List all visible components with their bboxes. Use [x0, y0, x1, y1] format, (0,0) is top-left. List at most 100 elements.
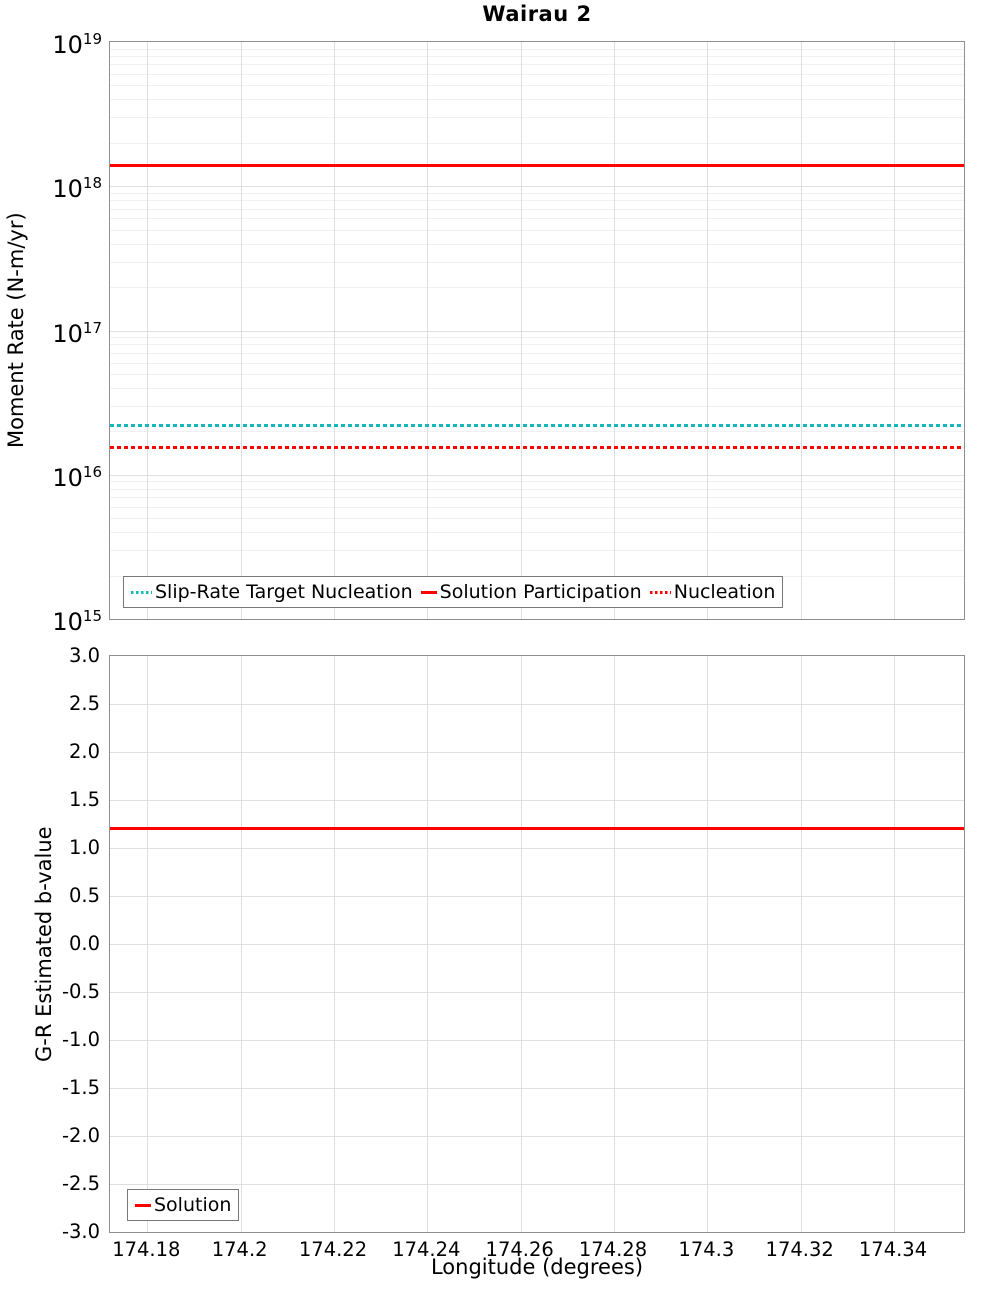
minor-gridline: [110, 64, 964, 66]
major-gridline: [110, 1184, 964, 1185]
major-gridline: [110, 474, 964, 476]
major-gridline: [240, 42, 242, 619]
legend-line-sample-dotted: [649, 590, 671, 594]
x-tick-label: 174.26: [485, 1238, 554, 1261]
legend-item: Solution Participation: [420, 580, 642, 604]
y-tick-label: 1.0: [68, 836, 100, 859]
major-gridline: [240, 656, 242, 1232]
moment-rate-plot: Slip-Rate Target Nucleation Solution Part…: [109, 41, 965, 620]
minor-gridline: [110, 99, 964, 101]
x-tick-label: 174.22: [298, 1238, 368, 1261]
minor-gridline: [110, 373, 964, 375]
minor-gridline: [110, 208, 964, 210]
major-gridline: [894, 42, 895, 619]
chart-title: Wairau 2: [482, 2, 592, 26]
major-gridline: [707, 42, 709, 619]
series-line-0: [110, 827, 964, 831]
y-tick-label: 1.5: [68, 788, 100, 811]
x-tick-label: 174.2: [211, 1238, 268, 1261]
major-gridline: [147, 42, 149, 619]
minor-gridline: [110, 352, 964, 354]
minor-gridline: [110, 344, 964, 346]
legend-label: Solution Participation: [439, 581, 642, 603]
major-gridline: [110, 1088, 964, 1089]
minor-gridline: [110, 261, 964, 263]
major-gridline: [110, 186, 964, 188]
y-tick-label: 3.0: [68, 644, 100, 667]
x-tick-label: 174.18: [112, 1238, 181, 1261]
y-tick-label: -0.5: [61, 980, 100, 1003]
minor-gridline: [110, 405, 964, 407]
legend-item: Nucleation: [649, 580, 776, 604]
legend-line-sample-solid: [135, 1203, 151, 1207]
major-gridline: [894, 656, 895, 1232]
y-tick-label: 1015: [52, 607, 102, 636]
y-tick-label: -3.0: [61, 1220, 100, 1243]
legend-line-sample-solid: [420, 590, 437, 594]
minor-gridline: [110, 550, 964, 552]
series-line-2: [110, 445, 964, 449]
minor-gridline: [110, 287, 964, 289]
major-gridline: [427, 656, 429, 1232]
major-gridline: [110, 848, 964, 849]
y-tick-label: 0.5: [68, 884, 100, 907]
major-gridline: [110, 800, 964, 801]
series-line-1: [110, 163, 964, 167]
minor-gridline: [110, 243, 964, 245]
major-gridline: [110, 896, 964, 897]
legend-label: Slip-Rate Target Nucleation: [155, 581, 413, 603]
minor-gridline: [110, 192, 964, 194]
x-tick-label: 174.24: [392, 1238, 461, 1261]
minor-gridline: [110, 200, 964, 202]
major-gridline: [427, 42, 429, 619]
minor-gridline: [110, 218, 964, 220]
major-gridline: [520, 656, 522, 1232]
major-gridline: [147, 656, 149, 1232]
legend: Solution: [127, 1189, 240, 1221]
minor-gridline: [110, 532, 964, 534]
major-gridline: [520, 42, 522, 619]
minor-gridline: [110, 229, 964, 231]
legend-label: Solution: [154, 1194, 232, 1216]
minor-gridline: [110, 518, 964, 520]
x-tick-label: 174.32: [765, 1238, 834, 1261]
major-gridline: [110, 330, 964, 332]
minor-gridline: [110, 506, 964, 508]
major-gridline: [110, 1136, 964, 1137]
minor-gridline: [110, 55, 964, 57]
major-gridline: [110, 1040, 964, 1041]
minor-gridline: [110, 337, 964, 339]
y-tick-label: -1.5: [61, 1076, 100, 1099]
major-gridline: [110, 704, 964, 705]
minor-gridline: [110, 497, 964, 499]
minor-gridline: [110, 117, 964, 119]
y-tick-label: 2.0: [68, 740, 100, 763]
y-tick-label: 1017: [52, 318, 102, 348]
y-tick-label: 1016: [52, 462, 102, 492]
minor-gridline: [110, 142, 964, 144]
major-gridline: [614, 656, 615, 1232]
major-gridline: [110, 944, 964, 945]
legend: Slip-Rate Target Nucleation Solution Part…: [123, 576, 784, 608]
y-tick-label: -2.0: [61, 1124, 100, 1147]
minor-gridline: [110, 48, 964, 50]
x-tick-label: 174.3: [678, 1238, 735, 1261]
legend-item: Slip-Rate Target Nucleation: [131, 580, 413, 604]
y-tick-label: 1018: [52, 174, 102, 204]
legend-item: Solution: [135, 1193, 231, 1217]
major-gridline: [800, 42, 802, 619]
y-tick-label: 0.0: [68, 932, 100, 955]
x-axis-label-longitude: Longitude (degrees): [430, 1255, 644, 1279]
y-tick-label: 2.5: [68, 692, 100, 715]
major-gridline: [800, 656, 802, 1232]
major-gridline: [614, 42, 615, 619]
minor-gridline: [110, 488, 964, 490]
b-value-plot: Solution: [109, 655, 965, 1233]
y-tick-label: -1.0: [61, 1028, 100, 1051]
legend-label: Nucleation: [673, 581, 776, 603]
minor-gridline: [110, 431, 964, 433]
y-tick-label: -2.5: [61, 1172, 100, 1195]
legend-line-sample-dotted: [131, 590, 152, 594]
minor-gridline: [110, 387, 964, 389]
